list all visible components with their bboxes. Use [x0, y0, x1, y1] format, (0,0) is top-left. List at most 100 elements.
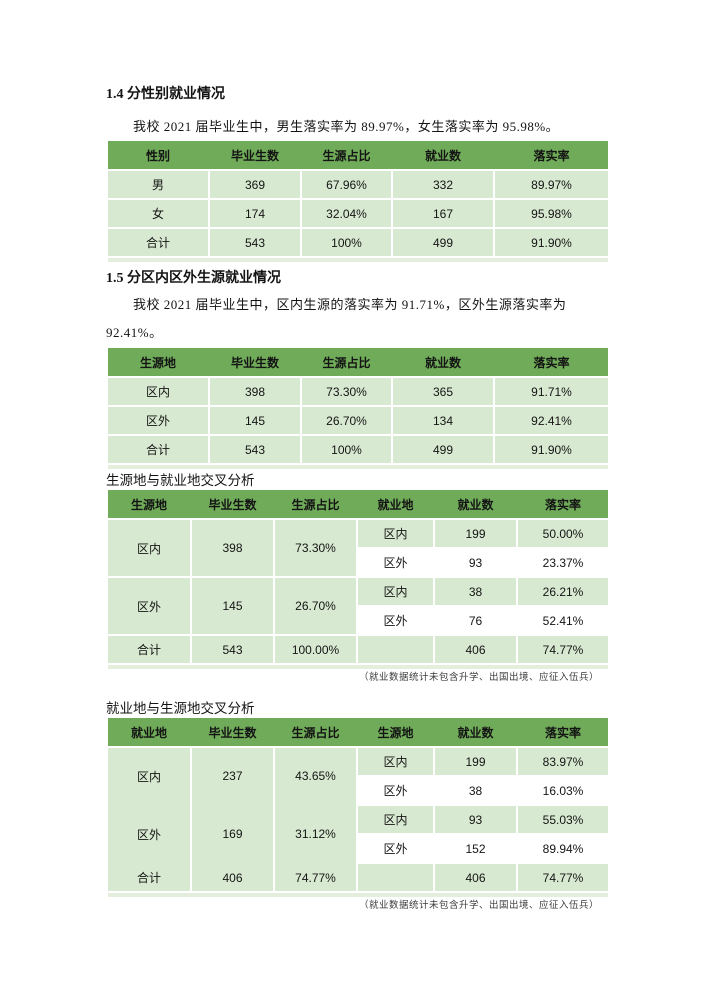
table-cell: 332 — [393, 171, 493, 198]
total-cell: 合计 — [108, 636, 190, 663]
table-cell: 499 — [393, 229, 493, 256]
merged-cell: 区内 — [108, 748, 190, 804]
table-cell: 23.37% — [518, 549, 608, 576]
table-cell: 区内 — [358, 578, 433, 605]
total-cell: 406 — [435, 636, 516, 663]
table-cell: 100% — [302, 436, 391, 463]
table-cell: 区外 — [358, 607, 433, 634]
section-1-5-paragraph-line1: 我校 2021 届毕业生中，区内生源的落实率为 91.71%，区外生源落实率为 — [133, 297, 567, 312]
column-header: 就业数 — [457, 725, 494, 740]
column-header: 性别 — [145, 148, 170, 163]
sub-rows: 区内 199 50.00% 区外 93 23.37% 区内 38 26.21% … — [358, 520, 608, 663]
table-row: 区内 38 26.21% — [358, 578, 608, 605]
column-header: 就业数 — [424, 355, 461, 370]
table-cell: 男 — [108, 171, 208, 198]
total-cell: 406 — [435, 864, 516, 891]
total-cell: 100.00% — [275, 636, 356, 663]
cross-analysis-1-heading: 生源地与就业地交叉分析 — [106, 473, 255, 488]
column-header: 生源占比 — [291, 725, 340, 740]
table-cell: 167 — [393, 200, 493, 227]
table-cell: 89.94% — [518, 835, 608, 862]
table-row: 区外 38 16.03% — [358, 777, 608, 804]
table-cell: 区外 — [108, 407, 208, 434]
table-cell: 区外 — [358, 777, 433, 804]
total-cell: 406 — [192, 864, 273, 891]
column-header: 毕业生数 — [230, 148, 279, 163]
table-cell: 区内 — [108, 378, 208, 405]
table-cell: 73.30% — [302, 378, 391, 405]
table-total-row: 406 74.77% — [358, 864, 608, 891]
table-bottom-border — [108, 665, 608, 669]
total-cell: 74.77% — [518, 864, 608, 891]
column-header: 就业地 — [130, 725, 167, 740]
table-cell: 134 — [393, 407, 493, 434]
table-row: 区外 76 52.41% — [358, 607, 608, 634]
table-total-row: 合计 543 100% 499 91.90% — [108, 436, 608, 463]
table-cell: 38 — [435, 777, 516, 804]
table-bottom-border — [108, 258, 608, 262]
column-header: 就业数 — [457, 497, 494, 512]
column-header: 落实率 — [533, 148, 570, 163]
merged-cell: 区内 — [108, 520, 190, 576]
table-cell: 174 — [210, 200, 300, 227]
table-cell: 369 — [210, 171, 300, 198]
table-cell: 合计 — [108, 436, 208, 463]
table-cell: 100% — [302, 229, 391, 256]
total-cell: 543 — [192, 636, 273, 663]
merged-cell: 区外 — [108, 578, 190, 634]
table-row: 区外 152 89.94% — [358, 835, 608, 862]
table-header-row: 生源地 毕业生数 生源占比 就业数 落实率 — [108, 348, 608, 376]
table-cell: 26.21% — [518, 578, 608, 605]
total-cell: 合计 — [108, 864, 190, 891]
table-cell: 145 — [210, 407, 300, 434]
column-header: 毕业生数 — [208, 725, 257, 740]
table-cell: 91.71% — [495, 378, 608, 405]
table-cell: 93 — [435, 549, 516, 576]
table-header-row: 性别 毕业生数 生源占比 就业数 落实率 — [108, 141, 608, 169]
column-header: 生源地 — [377, 725, 414, 740]
section-1-5-heading: 1.5 分区内区外生源就业情况 — [106, 271, 281, 286]
merged-cell: 43.65% — [275, 748, 356, 804]
gender-employment-table: 性别 毕业生数 生源占比 就业数 落实率 男 369 67.96% 332 89… — [108, 141, 608, 262]
table-cell: 398 — [210, 378, 300, 405]
table-row: 区内 199 50.00% — [358, 520, 608, 547]
column-header: 落实率 — [544, 497, 581, 512]
column-header: 就业数 — [424, 148, 461, 163]
merged-cell: 169 — [192, 806, 273, 862]
column-header: 毕业生数 — [208, 497, 257, 512]
employment-place-column: 区内 区外 合计 — [108, 748, 190, 891]
column-header: 生源占比 — [291, 497, 340, 512]
table-cell: 93 — [435, 806, 516, 833]
table-cell: 152 — [435, 835, 516, 862]
total-cell: 74.77% — [518, 636, 608, 663]
column-header: 就业地 — [377, 497, 414, 512]
table-body: 区内 区外 合计 398 145 543 73.30% 26.70% 100.0… — [108, 520, 608, 663]
table-cell: 199 — [435, 520, 516, 547]
table-header-row: 生源地 毕业生数 生源占比 就业地 就业数 落实率 — [108, 490, 608, 518]
merged-cell: 31.12% — [275, 806, 356, 862]
table-total-row: 406 74.77% — [358, 636, 608, 663]
table-row: 区外 145 26.70% 134 92.41% — [108, 407, 608, 434]
table-cell: 543 — [210, 436, 300, 463]
table-cell: 67.96% — [302, 171, 391, 198]
origin-vs-employment-cross-table: 生源地 毕业生数 生源占比 就业地 就业数 落实率 区内 区外 合计 398 1… — [108, 490, 608, 669]
total-cell: 74.77% — [275, 864, 356, 891]
table-cell: 区内 — [358, 748, 433, 775]
column-header: 生源地 — [130, 497, 167, 512]
sub-rows: 区内 199 83.97% 区外 38 16.03% 区内 93 55.03% … — [358, 748, 608, 891]
table-cell: 50.00% — [518, 520, 608, 547]
table-cell: 区内 — [358, 520, 433, 547]
table-cell: 91.90% — [495, 436, 608, 463]
column-header: 落实率 — [544, 725, 581, 740]
table-cell: 365 — [393, 378, 493, 405]
table-cell: 499 — [393, 436, 493, 463]
column-header: 生源占比 — [322, 148, 371, 163]
merged-cell: 73.30% — [275, 520, 356, 576]
origin-column: 区内 区外 合计 — [108, 520, 190, 663]
document-page: 1.4 分性别就业情况 我校 2021 届毕业生中，男生落实率为 89.97%，… — [106, 87, 608, 911]
graduates-column: 237 169 406 — [192, 748, 273, 891]
footnote: （就业数据统计未包含升学、出国出境、应征入伍兵） — [358, 901, 599, 911]
merged-left-columns: 区内 区外 合计 237 169 406 43.65% 31.12% 74.77… — [108, 748, 356, 891]
merged-cell: 237 — [192, 748, 273, 804]
table-cell: 89.97% — [495, 171, 608, 198]
